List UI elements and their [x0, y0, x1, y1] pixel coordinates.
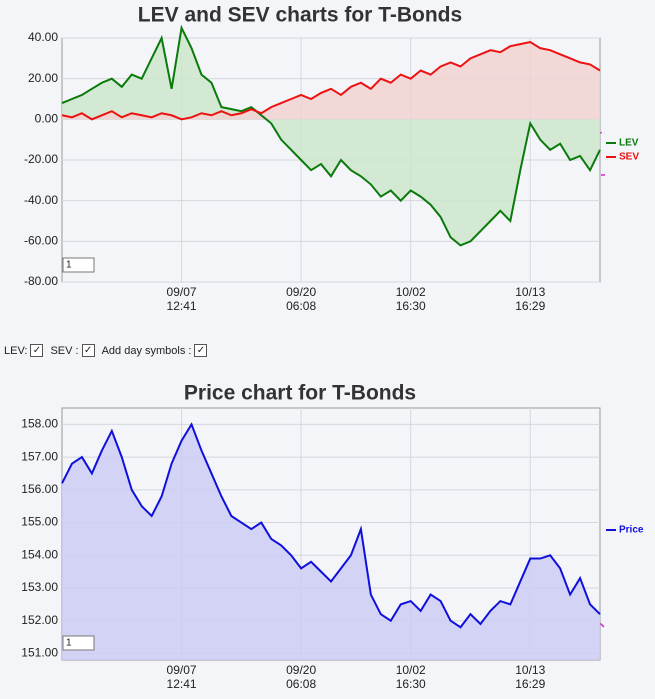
- y-tick-label: 0.00: [35, 112, 59, 126]
- area: [62, 27, 600, 246]
- zoom-value: 1: [66, 260, 72, 271]
- legend-label: Price: [619, 525, 644, 536]
- zoom-input[interactable]: [62, 257, 95, 273]
- y-tick-label: 40.00: [28, 30, 58, 44]
- line: [61, 41, 601, 121]
- chart-title: LEV and SEV charts for T-Bonds: [138, 4, 462, 27]
- y-tick-label: 155.00: [21, 515, 58, 529]
- y-tick-label: 157.00: [21, 449, 58, 463]
- y-tick-label: 158.00: [21, 417, 58, 431]
- x-tick-label: 10/02 16:30: [396, 285, 426, 313]
- y-tick-label: 151.00: [21, 646, 58, 660]
- legend-label: LEV: [619, 138, 639, 149]
- x-tick-label: 09/20 06:08: [286, 663, 316, 691]
- y-tick-label: -40.00: [24, 193, 58, 207]
- chart-title: Price chart for T-Bonds: [184, 382, 416, 405]
- x-tick-label: 10/13 16:29: [515, 663, 545, 691]
- area: [62, 42, 600, 120]
- lev-checkbox[interactable]: ✓: [30, 344, 44, 357]
- x-tick-label: 10/02 16:30: [396, 663, 426, 691]
- controls: LEV: ✓ SEV : ✓ Add day symbols : ✓: [4, 344, 211, 357]
- lev-label: LEV:: [4, 344, 28, 357]
- x-tick-label: 09/07 12:41: [167, 285, 197, 313]
- y-tick-label: 154.00: [21, 547, 58, 561]
- day-symbols-label: Add day symbols :: [101, 344, 192, 357]
- sev-checkbox[interactable]: ✓: [81, 344, 95, 357]
- line: [61, 24, 601, 247]
- legend-label: SEV: [619, 152, 639, 163]
- y-tick-label: 152.00: [21, 613, 58, 627]
- y-tick-label: 156.00: [21, 482, 58, 496]
- day-symbols-checkbox[interactable]: ✓: [194, 344, 208, 357]
- x-tick-label: 09/20 06:08: [286, 285, 316, 313]
- sev-label: SEV :: [50, 344, 79, 357]
- zoom-value: 1: [66, 638, 72, 649]
- y-tick-label: -60.00: [24, 234, 58, 248]
- line: [61, 422, 601, 629]
- x-tick-label: 10/13 16:29: [515, 285, 545, 313]
- area: [62, 424, 600, 660]
- x-tick-label: 09/07 12:41: [167, 663, 197, 691]
- y-tick-label: -20.00: [24, 152, 58, 166]
- y-tick-label: 20.00: [28, 71, 58, 85]
- y-tick-label: 153.00: [21, 580, 58, 594]
- y-tick-label: -80.00: [24, 274, 58, 288]
- zoom-input[interactable]: [62, 635, 95, 651]
